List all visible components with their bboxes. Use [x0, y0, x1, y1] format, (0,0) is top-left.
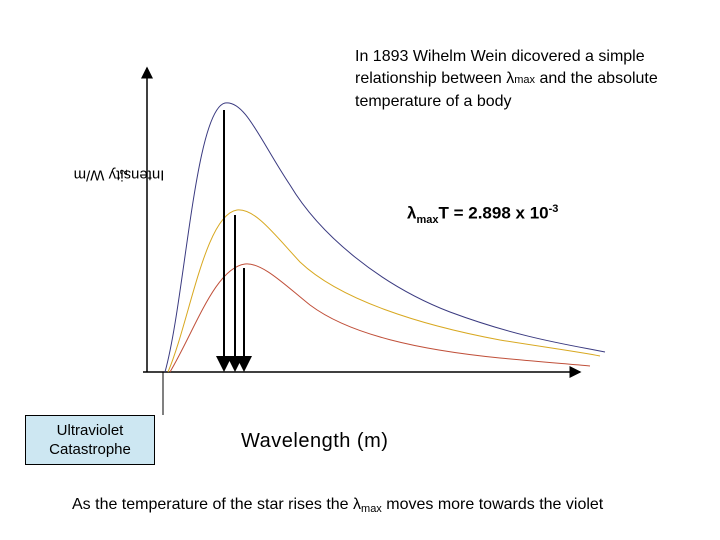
intro-line-2-sub: max [514, 74, 535, 86]
caption-sub: max [361, 503, 382, 515]
ultraviolet-catastrophe-box: Ultraviolet Catastrophe [25, 415, 155, 465]
caption-pre: As the temperature of the star rises the… [72, 496, 362, 513]
wien-formula: λmaxT = 2.898 x 10-3 [407, 203, 558, 226]
intro-line-3: temperature of a body [355, 93, 512, 110]
uv-box-line-2: Catastrophe [49, 441, 131, 458]
y-axis-label-text: Intensity W/m [73, 166, 165, 184]
x-axis-label: Wavelength (m) [241, 430, 389, 452]
uv-box-line-1: Ultraviolet [56, 422, 124, 439]
intro-line-2: relationship between λmax and the absolu… [355, 68, 715, 91]
formula-sup: -3 [548, 203, 559, 215]
intro-text: In 1893 Wihelm Wein dicovered a simple r… [355, 46, 715, 113]
curve-mid [167, 209, 601, 373]
intro-line-1: In 1893 Wihelm Wein dicovered a simple [355, 48, 645, 65]
formula-main: T = 2.898 x 10 [438, 203, 549, 223]
intro-line-2-post: and the absolute [535, 70, 658, 87]
caption-post: moves more towards the violet [381, 496, 604, 513]
bottom-caption: As the temperature of the star rises the… [72, 496, 603, 515]
formula-lambda: λ [407, 203, 417, 223]
curve-hot [164, 102, 606, 373]
intro-line-2-pre: relationship between λ [355, 70, 515, 87]
formula-sub: max [416, 214, 439, 227]
curve-cool [169, 263, 591, 373]
